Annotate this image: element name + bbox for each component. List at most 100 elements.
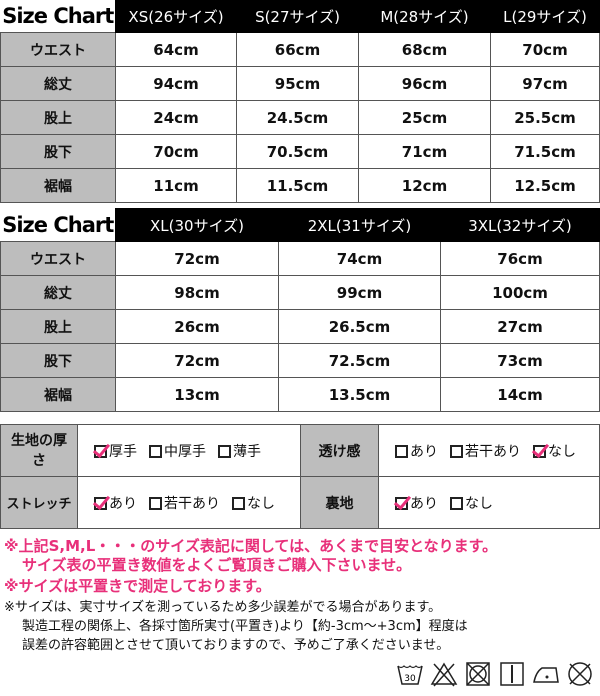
care-icons: 30 [396,660,594,688]
size-value: 70cm [490,32,600,67]
size-header: XL(30サイズ) [115,208,279,242]
wash-30-icon: 30 [397,665,423,685]
sheer-label: 透け感 [300,424,379,477]
option-label: 中厚手 [164,443,206,460]
option-lining: なし [450,496,493,512]
thickness-options: 厚手 中厚手 薄手 [77,424,301,477]
table-row: 股上 26cm 26.5cm 27cm [0,309,600,344]
size-value: 96cm [358,66,491,101]
size-value: 71.5cm [490,134,600,169]
option-stretch: 若干あり [149,496,220,512]
row-label: 裾幅 [0,168,116,203]
size-value: 25cm [358,100,491,135]
option-label: あり [410,495,438,512]
size-value: 13cm [115,377,279,412]
stretch-label: ストレッチ [0,476,78,529]
size-value: 66cm [236,32,359,67]
table-row: 股下 70cm 70.5cm 71cm 71.5cm [0,134,600,169]
row-label: 股下 [0,134,116,169]
note-red-2: サイズ表の平置き数値をよくご覧頂きご購入下さいませ。 [22,556,412,574]
checked-box-icon [94,496,107,510]
notes: ※上記S,M,L・・・のサイズ表記に関しては、あくまで目安となります。 サイズ表… [4,537,600,655]
size-value: 24.5cm [236,100,359,135]
checked-box-icon [533,444,546,458]
size-value: 12.5cm [490,168,600,203]
checked-box-icon [395,496,408,510]
size-value: 11.5cm [236,168,359,203]
option-sheer: なし [533,444,576,460]
size-header: 3XL(32サイズ) [440,208,600,242]
table-row: ウエスト 72cm 74cm 76cm [0,241,600,276]
option-stretch: あり [94,496,137,512]
size-chart-2: Size Chart XL(30サイズ) 2XL(31サイズ) 3XL(32サイズ)… [0,208,600,412]
unchecked-box-icon [450,444,463,458]
unchecked-box-icon [149,496,162,510]
size-value: 27cm [440,309,600,344]
table-row: 総丈 98cm 99cm 100cm [0,275,600,310]
size-value: 26cm [115,309,279,344]
row-label: 股上 [0,100,116,135]
option-sheer: あり [395,444,438,460]
size-value: 13.5cm [278,377,441,412]
option-label: 厚手 [109,443,137,460]
stretch-options: あり 若干あり なし [77,476,301,529]
fabric-properties: 生地の厚さ 厚手 中厚手 薄手 透け感 あり 若干あり なし ストレッチ あり 若干あり なし 裏… [0,424,600,529]
size-value: 24cm [115,100,237,135]
size-header: S(27サイズ) [236,0,359,33]
size-value: 94cm [115,66,237,101]
size-value: 74cm [278,241,441,276]
size-value: 99cm [278,275,441,310]
chart-title: Size Chart [0,208,116,242]
unchecked-box-icon [149,444,162,458]
note-3: 誤差の許容範囲とさせて頂いておりますので、予めご了承くださいませ。 [22,638,450,653]
size-value: 14cm [440,377,600,412]
size-value: 95cm [236,66,359,101]
size-value: 26.5cm [278,309,441,344]
option-thickness: 中厚手 [149,444,206,460]
row-label: 股下 [0,343,116,378]
line-dry-icon [500,662,524,686]
size-value: 72cm [115,241,279,276]
note-1: ※サイズは、実寸サイズを測っているため多少誤差がでる場合があります。 [4,600,442,615]
unchecked-box-icon [218,444,231,458]
size-value: 72.5cm [278,343,441,378]
size-header: XS(26サイズ) [115,0,237,33]
row-label: 総丈 [0,275,116,310]
size-value: 68cm [358,32,491,67]
size-value: 98cm [115,275,279,310]
unchecked-box-icon [395,444,408,458]
size-value: 71cm [358,134,491,169]
table-row: 裾幅 11cm 11.5cm 12cm 12.5cm [0,168,600,203]
note-2: 製造工程の関係上、各採寸箇所実寸(平置き)より【約-3cm〜+3cm】程度は [22,619,468,634]
iron-low-icon [533,667,559,683]
lining-label: 裏地 [300,476,379,529]
row-label: ウエスト [0,32,116,67]
option-label: あり [410,443,438,460]
size-value: 12cm [358,168,491,203]
option-label: なし [247,495,275,512]
option-label: あり [109,495,137,512]
size-value: 70.5cm [236,134,359,169]
no-bleach-icon [430,662,458,687]
no-dry-clean-icon [568,662,592,686]
row-label: 股上 [0,309,116,344]
size-value: 70cm [115,134,237,169]
size-chart-1: Size Chart XS(26サイズ) S(27サイズ) M(28サイズ) L(29… [0,0,600,203]
unchecked-box-icon [232,496,245,510]
row-label: ウエスト [0,241,116,276]
table-row: 股上 24cm 24.5cm 25cm 25.5cm [0,100,600,135]
option-lining: あり [395,496,438,512]
size-value: 73cm [440,343,600,378]
size-value: 72cm [115,343,279,378]
size-value: 11cm [115,168,237,203]
size-header: 2XL(31サイズ) [278,208,441,242]
chart-title: Size Chart [0,0,116,33]
size-header: M(28サイズ) [358,0,491,33]
option-stretch: なし [232,496,275,512]
row-label: 裾幅 [0,377,116,412]
note-red-1: ※上記S,M,L・・・のサイズ表記に関しては、あくまで目安となります。 [4,537,498,555]
table-row: ウエスト 64cm 66cm 68cm 70cm [0,32,600,67]
lining-options: あり なし [378,476,600,529]
checked-box-icon [94,444,107,458]
size-value: 25.5cm [490,100,600,135]
